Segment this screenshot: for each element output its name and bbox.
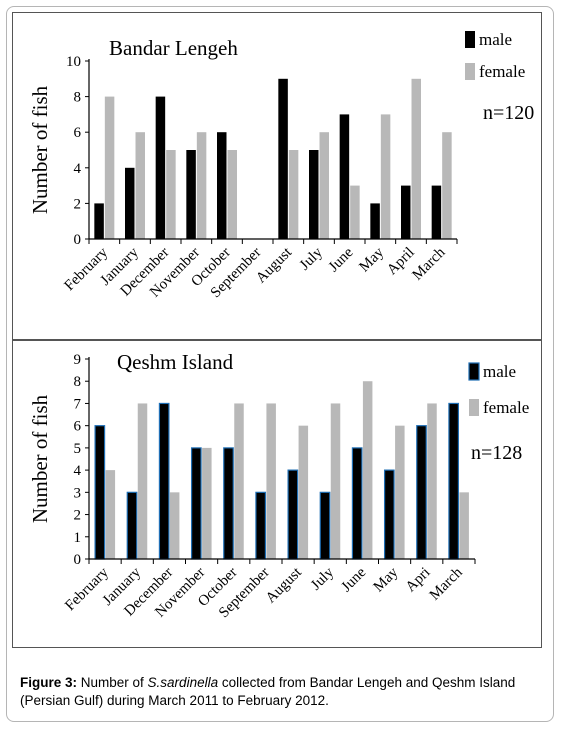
- chart-1-legend-label-female: female: [483, 398, 529, 417]
- chart-0-y-tick-label: 6: [74, 125, 82, 141]
- chart-1-bar-female-march: [459, 492, 469, 559]
- chart-1-bar-male-may: [383, 469, 395, 560]
- chart-1-x-tick-label-february: February: [62, 564, 112, 614]
- chart-0-x-tick-label-march: March: [409, 244, 448, 283]
- chart-1-x-tick-label-march: March: [427, 564, 466, 603]
- chart-1-y-tick-label: 8: [74, 374, 82, 390]
- chart-1-bar-male-july: [319, 491, 331, 560]
- chart-1-legend-label-male: male: [483, 362, 516, 381]
- caption-text-pre: Number of: [77, 675, 148, 690]
- chart-0-x-tick-label-june: June: [326, 244, 357, 275]
- chart-0-bar-male-april: [401, 185, 411, 239]
- chart-0-x-tick-label-august: August: [253, 244, 296, 287]
- chart-1-x-tick-label-may: May: [371, 564, 402, 595]
- chart-0-x-tick-label-july: July: [297, 244, 326, 273]
- chart-0-bar-male-july: [309, 150, 319, 239]
- chart-0-chart-title: Bandar Lengeh: [109, 36, 238, 60]
- chart-0-y-tick-label: 10: [66, 54, 81, 70]
- caption-text-post: collected from Bandar Lengeh and Qeshm I…: [20, 675, 516, 708]
- chart-1-x-tick-label-july: July: [308, 564, 337, 593]
- chart-1-bar-female-december: [169, 492, 180, 559]
- chart-0-bar-male-january: [125, 167, 135, 239]
- chart-panel-qeshm-island: 0 1 2 3 4 5 6 7 8 9 Number of fish February January D…: [12, 340, 542, 648]
- chart-1-bar-male-february: [94, 425, 106, 560]
- chart-1-bar-female-february: [105, 470, 116, 559]
- chart-1-bar-female-may: [395, 425, 405, 559]
- chart-0-legend-swatch-male: [465, 31, 475, 48]
- chart-1-bar-male-august: [287, 469, 299, 560]
- chart-0-bar-male-october: [217, 132, 227, 239]
- chart-0-bar-male-november: [186, 150, 196, 239]
- chart-1-bar-male-november: [190, 447, 202, 560]
- chart-0-y-tick-label: 8: [74, 90, 82, 106]
- chart-0-bar-female-february: [104, 96, 115, 239]
- chart-1-chart-title: Qeshm Island: [117, 350, 234, 374]
- chart-1-bar-male-june: [351, 447, 363, 560]
- caption-label: Figure 3:: [20, 675, 78, 690]
- chart-1-y-tick-label: 7: [74, 396, 82, 412]
- chart-0-bar-female-october: [227, 150, 237, 239]
- chart-0-x-tick-label-february: February: [62, 244, 112, 294]
- chart-0-bar-female-august: [288, 150, 299, 239]
- chart-0-y-tick-label: 2: [74, 196, 82, 212]
- chart-1-bar-female-november: [202, 447, 212, 559]
- chart-0-legend-label-male: male: [479, 30, 512, 49]
- chart-0-bar-female-december: [166, 150, 176, 239]
- chart-1-bar-male-january: [126, 491, 138, 560]
- chart-0-y-axis-label: Number of fish: [28, 85, 52, 214]
- chart-0-bar-male-december: [155, 96, 166, 239]
- chart-1-bar-male-september: [255, 491, 267, 560]
- chart-1-y-tick-label: 1: [74, 530, 82, 546]
- chart-1-bar-female-january: [137, 403, 148, 559]
- chart-0-bar-male-august: [278, 78, 288, 239]
- chart-1-x-tick-label-august: August: [263, 564, 306, 607]
- chart-1-bar-female-june: [362, 381, 373, 559]
- chart-1-bar-female-september: [266, 403, 276, 559]
- chart-0-sample-size-annotation: n=120: [483, 102, 534, 124]
- chart-0-y-tick-label: 4: [74, 161, 82, 177]
- chart-0-legend-label-female: female: [479, 62, 525, 81]
- chart-0-bar-male-february: [94, 203, 104, 239]
- chart-0-bar-male-march: [431, 185, 442, 239]
- chart-0-bar-female-march: [442, 132, 452, 239]
- chart-0-bar-male-may: [370, 203, 380, 239]
- chart-0-bar-female-january: [135, 132, 145, 239]
- chart-1-bar-female-july: [330, 403, 341, 559]
- chart-1-y-tick-label: 5: [74, 441, 82, 457]
- chart-1-bar-male-december: [158, 402, 170, 560]
- chart-1-x-tick-label-june: June: [338, 564, 369, 595]
- figure-caption: Figure 3: Number of S.sardinella collect…: [20, 674, 545, 710]
- chart-1-bar-male-apri: [416, 425, 427, 560]
- chart-1-y-tick-label: 9: [74, 352, 82, 368]
- chart-0-x-tick-label-may: May: [356, 244, 387, 275]
- chart-0-legend-swatch-female: [465, 63, 475, 80]
- chart-0-bar-female-july: [319, 132, 329, 239]
- chart-0-bar-male-june: [339, 114, 350, 239]
- chart-1-y-tick-label: 3: [74, 485, 82, 501]
- chart-1-y-tick-label: 0: [74, 552, 82, 568]
- chart-0-bar-female-june: [350, 185, 360, 239]
- chart-1-sample-size-annotation: n=128: [471, 442, 522, 464]
- chart-1-y-tick-label: 4: [74, 463, 82, 479]
- chart-1-bar-female-august: [298, 425, 309, 559]
- chart-1-bar-male-october: [223, 447, 234, 560]
- chart-panel-bandar-lengeh: 0 2 4 6 8 10 Number of fish February January Dece…: [12, 12, 542, 340]
- chart-1-bar-female-apri: [427, 403, 437, 559]
- chart-1-y-tick-label: 6: [74, 419, 82, 435]
- chart-1-y-axis-label: Number of fish: [28, 394, 52, 523]
- chart-0-bar-female-november: [196, 132, 207, 239]
- chart-1-bar-female-october: [234, 403, 244, 559]
- chart-1-legend-swatch-female: [469, 399, 479, 416]
- chart-0-bar-female-may: [380, 114, 391, 239]
- chart-0-y-tick-label: 0: [74, 232, 82, 248]
- caption-species: S.sardinella: [147, 675, 219, 690]
- chart-0-bar-female-april: [411, 78, 421, 239]
- chart-1-legend-swatch-male: [468, 362, 480, 381]
- chart-1-bar-male-march: [448, 402, 460, 560]
- chart-1-y-tick-label: 2: [74, 508, 82, 524]
